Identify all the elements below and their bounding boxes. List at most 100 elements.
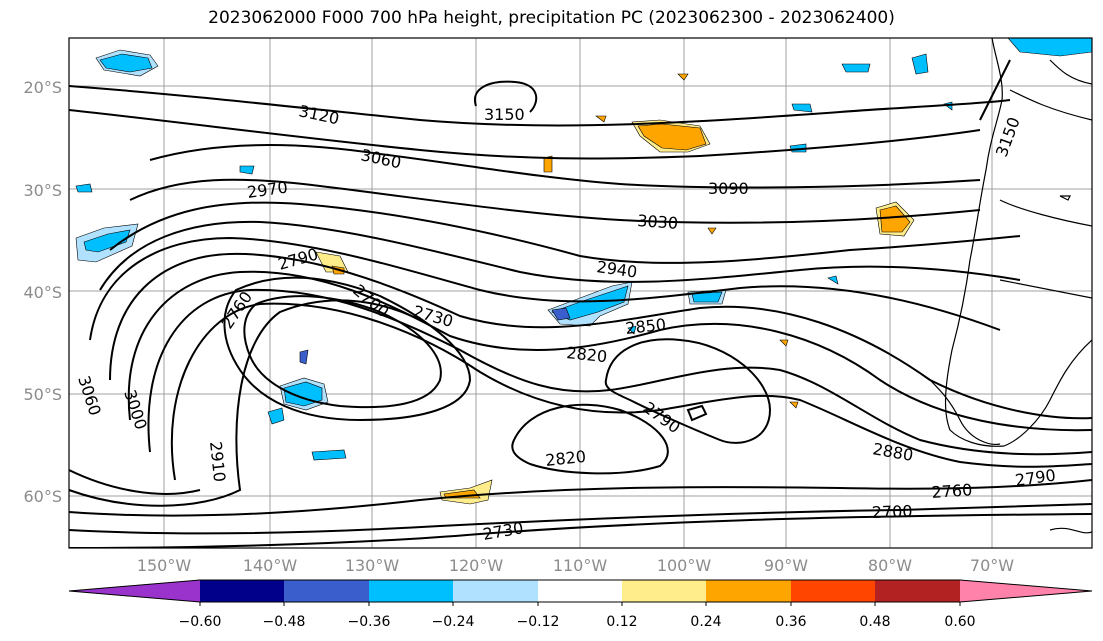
height-contours	[69, 59, 1092, 548]
precip-positive-blob	[789, 401, 799, 409]
colorbar-tick-label: 0.12	[606, 614, 637, 630]
lon-label: 80°W	[868, 556, 912, 575]
contour-line	[686, 404, 708, 422]
colorbar-segment	[453, 580, 538, 602]
contour-line	[69, 299, 421, 507]
colorbar-segment	[706, 580, 791, 602]
precip-negative-blob	[911, 53, 929, 75]
lat-label: 40°S	[23, 283, 62, 302]
contour-line	[147, 288, 1092, 456]
contour-label: 2910	[206, 440, 229, 482]
coastline	[1049, 527, 1092, 534]
precip-negative-blob	[99, 53, 153, 73]
contour-label: 2820	[566, 343, 608, 366]
precip-negative-blob	[551, 307, 571, 321]
colorbar-tick-label: −0.24	[432, 614, 475, 630]
coastlines	[929, 38, 1092, 534]
precip-positive-blob	[595, 115, 607, 123]
lon-label: 110°W	[553, 556, 608, 575]
colorbar-tick-label: 0.36	[775, 614, 806, 630]
lat-label: 50°S	[23, 385, 62, 404]
contour-label: 2760	[931, 480, 973, 502]
coastline	[1049, 59, 1092, 85]
precip-positive-blob	[543, 155, 553, 173]
precip-negative-blob	[83, 229, 131, 253]
contour-line	[69, 469, 201, 495]
contour-line	[979, 59, 1011, 121]
contour-line	[511, 403, 669, 475]
coastline	[1003, 339, 1092, 447]
lat-label: 60°S	[23, 487, 62, 506]
lon-label: 100°W	[657, 556, 712, 575]
colorbar-segment	[284, 580, 369, 602]
lon-label: 130°W	[345, 556, 400, 575]
lon-tick-labels: 150°W 140°W 130°W 120°W 110°W 100°W 90°W…	[137, 556, 1014, 575]
contour-line	[223, 276, 472, 422]
precip-negative-blob	[267, 407, 285, 425]
colorbar-tick-label: −0.60	[179, 614, 222, 630]
precip-negative-blob	[311, 449, 347, 461]
colorbar-segment	[622, 580, 706, 602]
contour-line	[109, 201, 1021, 264]
precip-positive-blob	[779, 339, 789, 347]
coastline	[944, 38, 1005, 447]
precip-negative-blob	[239, 165, 255, 175]
precip-negative-blob	[841, 63, 871, 73]
contour-line	[69, 503, 1092, 535]
contour-label: 3030	[637, 211, 679, 233]
contour-line	[149, 143, 981, 189]
graticule	[69, 38, 1092, 548]
contour-label: 2700	[871, 502, 912, 522]
contour-line	[604, 338, 772, 444]
colorbar-segment	[200, 580, 284, 602]
lat-label: 30°S	[23, 181, 62, 200]
precip-negative-blob	[551, 285, 629, 321]
contour-label: 3150	[484, 105, 525, 124]
contour-label: 2850	[624, 315, 666, 338]
coastline	[929, 379, 1001, 445]
colorbar-segment	[369, 580, 453, 602]
colorbar-extend-min	[69, 580, 200, 602]
colorbar-tick-label: 0.48	[859, 614, 890, 630]
contour-line	[127, 270, 1092, 432]
contour-line	[99, 220, 1021, 291]
precip-negative-blob	[691, 291, 723, 303]
colorbar-tick-label: −0.36	[348, 614, 391, 630]
contour-line	[129, 178, 981, 224]
precip-positive-blob	[637, 123, 707, 151]
colorbar-segment	[875, 580, 960, 602]
precip-positive-blob	[707, 227, 717, 235]
colorbar-extend-max	[960, 580, 1092, 602]
lon-label: 70°W	[970, 556, 1014, 575]
contour-line	[89, 236, 1001, 341]
contour-line	[243, 295, 442, 409]
lon-label: 120°W	[449, 556, 504, 575]
lon-label: 140°W	[243, 556, 298, 575]
contour-line	[69, 513, 1092, 548]
lat-label: 20°S	[23, 78, 62, 97]
coastline	[1009, 89, 1092, 121]
colorbar-tick-label: 0.60	[944, 614, 975, 630]
lon-label: 150°W	[137, 556, 192, 575]
precip-negative-blob	[75, 183, 93, 193]
map-frame	[68, 37, 1093, 549]
precip-positive-blob	[879, 205, 911, 233]
contour-line	[109, 252, 1092, 420]
precip-negative-blob	[827, 275, 839, 285]
coastline	[1059, 195, 1071, 201]
coastline	[999, 199, 1092, 227]
contour-line	[170, 302, 1092, 481]
colorbar-segment	[538, 580, 622, 602]
map-title: 2023062000 F000 700 hPa height, precipit…	[208, 8, 895, 28]
precip-negative-blob	[627, 325, 637, 335]
lon-label: 90°W	[764, 556, 808, 575]
colorbar-tick-label: 0.24	[690, 614, 721, 630]
contour-label: 2820	[544, 447, 586, 470]
precip-positive-blob	[677, 73, 689, 81]
colorbar-segment	[791, 580, 875, 602]
contour-label: 3090	[708, 179, 749, 198]
contour-line	[69, 85, 1011, 127]
contour-line	[473, 80, 538, 113]
colorbar-tick-label: −0.12	[517, 614, 560, 630]
